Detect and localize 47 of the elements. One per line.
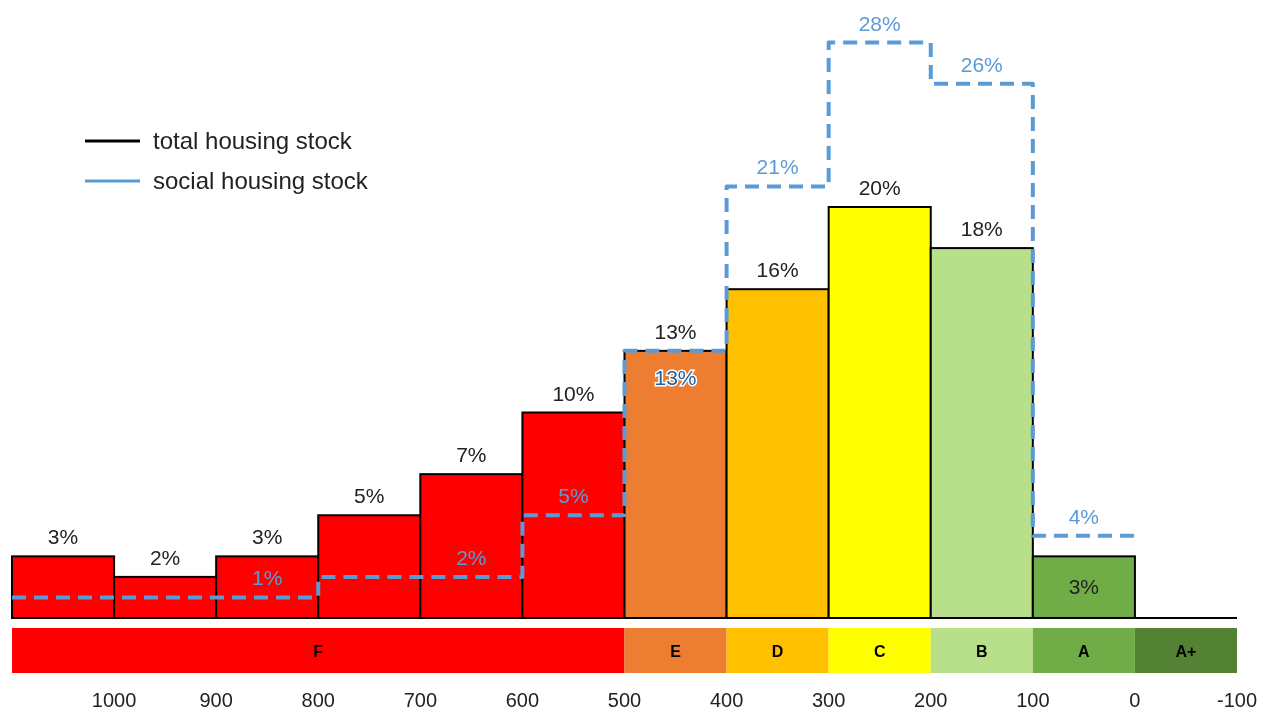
data-label: 2% (456, 545, 487, 569)
series-label: D (771, 642, 784, 660)
x-tick-label: 600 (505, 689, 540, 711)
x-tick-label: -100 (1216, 689, 1258, 711)
x-tick-label: 300 (811, 689, 846, 711)
data-label: 5% (354, 484, 385, 508)
series-label: A+ (1175, 642, 1197, 660)
series-label: C (873, 642, 886, 660)
data-label: 7% (456, 443, 487, 467)
x-tick-label: 0 (1129, 689, 1141, 711)
bar (828, 628, 931, 673)
data-label: 5% (558, 484, 589, 508)
data-label: 3% (1068, 575, 1100, 599)
x-tick-label: 200 (914, 689, 948, 711)
bar (1032, 628, 1135, 673)
data-label: 21% (756, 155, 799, 179)
data-label: 16% (756, 258, 799, 282)
data-label: 3% (47, 525, 79, 549)
x-tick-label: 500 (607, 689, 642, 711)
series-label: A (1078, 642, 1091, 660)
bar (930, 628, 1033, 673)
x-tick-label: 900 (199, 689, 233, 711)
data-label: 1% (252, 566, 283, 590)
series-label: E (670, 642, 682, 660)
x-tick-label: 700 (403, 689, 438, 711)
legend-label: total housing stock (153, 127, 353, 154)
data-label: 3% (252, 525, 283, 549)
data-label: 13% (654, 365, 697, 389)
bar (12, 628, 625, 673)
data-label: 13% (654, 319, 697, 343)
data-label: 26% (960, 52, 1003, 76)
bar (726, 628, 829, 673)
data-label: 4% (1068, 504, 1100, 528)
data-label: 18% (960, 217, 1003, 241)
bar (624, 628, 727, 673)
data-label: 20% (858, 176, 901, 199)
x-tick-label: 100 (1016, 689, 1050, 711)
x-tick-label: 1000 (91, 689, 137, 711)
legend-label: social housing stock (153, 167, 369, 194)
bar (1134, 628, 1237, 673)
series-label: F (313, 642, 324, 660)
series-label: B (976, 642, 988, 660)
data-label: 28% (858, 11, 901, 35)
x-tick-label: 400 (709, 689, 744, 711)
data-label: 2% (149, 545, 181, 569)
data-label: 10% (552, 381, 595, 405)
x-tick-label: 800 (301, 689, 335, 711)
